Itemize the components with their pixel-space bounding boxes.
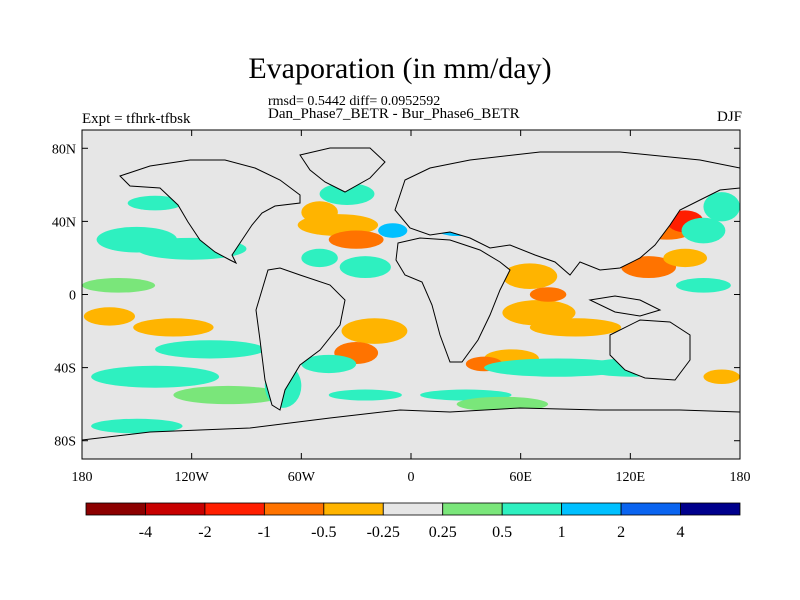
field-patch xyxy=(83,307,136,326)
lon-tick-label: 120W xyxy=(175,470,210,485)
field-patch xyxy=(676,278,731,293)
field-patch xyxy=(127,195,183,211)
field-patch xyxy=(339,256,391,279)
colorbar-swatch xyxy=(204,502,265,516)
lon-tick-label: 0 xyxy=(408,470,415,485)
lon-tick-label: 60E xyxy=(509,470,532,485)
lon-tick-label: 180 xyxy=(72,470,93,485)
lat-tick-label: 80N xyxy=(52,142,76,157)
field-patch xyxy=(133,318,214,337)
field-patch xyxy=(155,340,265,359)
colorbar-swatch xyxy=(145,502,206,516)
colorbar-label: -2 xyxy=(198,524,211,541)
lat-tick-label: 80S xyxy=(54,435,76,450)
field-patch xyxy=(301,248,338,268)
colorbar-swatch xyxy=(323,502,384,516)
colorbar-swatch xyxy=(442,502,503,516)
field-patch xyxy=(378,223,408,238)
lat-tick-label: 40S xyxy=(54,362,76,377)
field-patch xyxy=(502,263,558,290)
field-patch xyxy=(173,385,284,405)
colorbar-label: 1 xyxy=(558,524,566,541)
field-patch xyxy=(529,318,622,337)
australia xyxy=(609,319,691,381)
stats-line: rmsd= 0.5442 diff= 0.0952592 xyxy=(268,94,441,109)
colorbar-label: -0.5 xyxy=(311,524,336,541)
maritime-continent xyxy=(588,295,662,317)
difference-line: Dan_Phase7_BETR - Bur_Phase6_BETR xyxy=(268,106,520,122)
lat-tick-label: 0 xyxy=(69,289,76,304)
colorbar-label: -1 xyxy=(258,524,271,541)
colorbar-label: 0.5 xyxy=(492,524,512,541)
colorbar: -4 -2 -1 -0.5 -0.25 0.25 0.5 1 2 4 xyxy=(85,502,741,541)
lat-tick-label: 40N xyxy=(52,215,76,230)
field-patch xyxy=(319,183,375,205)
north-america xyxy=(119,159,301,265)
landmasses xyxy=(82,147,740,459)
field-patch xyxy=(681,217,726,244)
colorbar-swatch xyxy=(501,502,563,516)
colorbar-label: -0.25 xyxy=(367,524,400,541)
field-patch xyxy=(663,248,708,268)
axis-ticks: 80N 40N 0 40S 80S 180 120W 60W 0 60E 120E 180 xyxy=(52,130,751,485)
lon-tick-label: 180 xyxy=(730,470,751,485)
colorbar-swatch xyxy=(382,502,444,516)
colorbar-swatch xyxy=(561,502,622,516)
field-patch xyxy=(301,201,338,224)
plot-title: Evaporation (in mm/day) xyxy=(248,52,552,85)
colorbar-swatch xyxy=(263,502,325,516)
antarctica xyxy=(82,407,740,459)
greenland xyxy=(299,147,386,193)
field-patch xyxy=(703,192,740,222)
south-america xyxy=(255,267,346,411)
field-patch xyxy=(621,256,677,279)
field-patch xyxy=(328,230,384,249)
colorbar-swatch xyxy=(85,502,146,516)
colorbar-label: 4 xyxy=(677,524,685,541)
field-patch xyxy=(91,365,220,388)
field-patch xyxy=(328,389,402,401)
expt-line: Expt = tfhrk-tfbsk xyxy=(82,111,191,127)
field-patch xyxy=(91,418,183,434)
colorbar-swatch xyxy=(680,502,741,516)
field-patch xyxy=(341,318,408,344)
field-patch xyxy=(82,278,156,293)
lon-tick-label: 60W xyxy=(288,470,316,485)
africa xyxy=(395,237,511,363)
lon-tick-label: 120E xyxy=(616,470,646,485)
field-patch xyxy=(703,369,740,385)
colorbar-swatch xyxy=(620,502,681,516)
colorbar-label: -4 xyxy=(139,524,152,541)
eurasia xyxy=(394,151,740,276)
season-label: DJF xyxy=(716,109,742,125)
colorbar-label: 2 xyxy=(617,524,625,541)
field-patch xyxy=(96,226,178,253)
field-patch xyxy=(301,354,357,374)
field-patch xyxy=(529,287,567,302)
colorbar-label: 0.25 xyxy=(429,524,457,541)
